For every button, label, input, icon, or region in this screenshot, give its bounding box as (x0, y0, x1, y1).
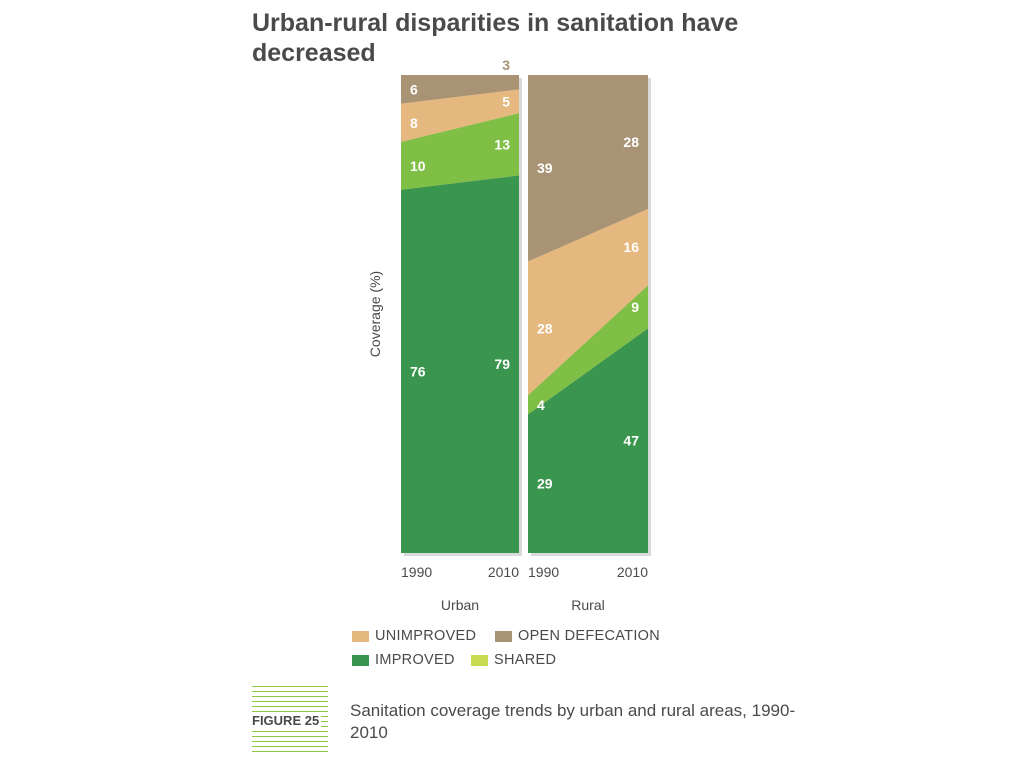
legend-item-improved: IMPROVED (352, 652, 455, 668)
value-label-rural-shared-2010: 9 (631, 299, 639, 315)
area-urban-improved (401, 175, 519, 553)
area-urban-open-defecation (401, 75, 519, 104)
x-tick-label-urban-1990: 1990 (401, 564, 432, 580)
value-label-urban-unimproved-1990: 8 (410, 115, 418, 131)
legend-swatch-open-defecation (495, 630, 512, 642)
y-axis-label: Coverage (%) (367, 271, 383, 357)
figure-label: FIGURE 25 (252, 713, 322, 728)
x-tick-label-urban-2010: 2010 (488, 564, 519, 580)
legend-swatch-shared (471, 654, 488, 666)
legend-label-open-defecation: OPEN DEFECATION (518, 628, 660, 644)
value-label-rural-improved-1990: 29 (537, 476, 553, 492)
legend-label-shared: SHARED (494, 652, 557, 668)
legend-swatch-unimproved (352, 630, 369, 642)
chart-panels: 76 79 10 13 8 5 6 3 1990 2010 Urban 29 47 4 9 28 16 39 28 1… (401, 57, 651, 613)
x-tick-label-rural-2010: 2010 (617, 564, 648, 580)
area-rural-open-defecation (528, 75, 648, 262)
value-label-urban-unimproved-2010: 5 (502, 93, 510, 109)
legend-item-unimproved: UNIMPROVED (352, 628, 476, 644)
legend-label-improved: IMPROVED (375, 652, 455, 668)
legend-item-shared: SHARED (471, 652, 556, 668)
panel-rural: 29 47 4 9 28 16 39 28 1990 2010 Rural (528, 75, 651, 613)
value-label-urban-improved-1990: 76 (410, 363, 426, 379)
panel-label-rural: Rural (571, 597, 604, 613)
value-label-urban-shared-2010: 13 (494, 136, 510, 152)
value-label-rural-open-defecation-2010: 28 (623, 134, 639, 150)
area-rural-improved (528, 328, 648, 553)
value-label-rural-shared-1990: 4 (537, 397, 545, 413)
figure-caption: Sanitation coverage trends by urban and … (350, 701, 796, 742)
panel-label-urban: Urban (441, 597, 479, 613)
value-label-rural-improved-2010: 47 (623, 433, 639, 449)
legend-label-unimproved: UNIMPROVED (375, 628, 477, 644)
legend-item-open-defecation: OPEN DEFECATION (495, 628, 660, 644)
value-label-urban-open-defecation-2010: 3 (502, 57, 510, 73)
area-rural-unimproved (528, 208, 648, 396)
panel-urban: 76 79 10 13 8 5 6 3 1990 2010 Urban (401, 57, 522, 613)
value-label-urban-improved-2010: 79 (494, 356, 510, 372)
value-label-rural-unimproved-2010: 16 (623, 239, 639, 255)
area-rural-shared (528, 285, 648, 415)
value-label-rural-unimproved-1990: 28 (537, 320, 553, 336)
x-tick-label-rural-1990: 1990 (528, 564, 559, 580)
value-label-urban-open-defecation-1990: 6 (410, 81, 418, 97)
legend-swatch-improved (352, 654, 369, 666)
value-label-rural-open-defecation-1990: 39 (537, 160, 553, 176)
value-label-urban-shared-1990: 10 (410, 158, 426, 174)
area-urban-shared (401, 113, 519, 190)
area-urban-unimproved (401, 89, 519, 142)
chart-title: Urban-rural disparities in sanitation ha… (252, 9, 739, 67)
